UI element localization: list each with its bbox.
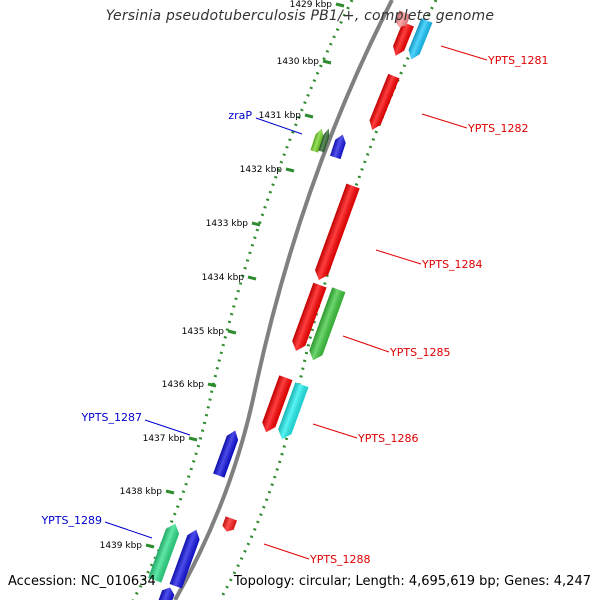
- gene-label[interactable]: YPTS_1286: [357, 432, 419, 445]
- tick-mark: [188, 436, 198, 442]
- gene-label[interactable]: YPTS_1288: [309, 553, 371, 566]
- label-leader-line: [312, 423, 358, 439]
- tick-label: 1434 kbp: [202, 273, 245, 283]
- gene-arrow[interactable]: [221, 516, 238, 533]
- gene-arrow[interactable]: [312, 183, 360, 283]
- tick-label: 1435 kbp: [182, 327, 225, 337]
- gene-arrow[interactable]: [393, 10, 411, 29]
- tick-label: 1438 kbp: [120, 487, 163, 497]
- tick-label: 1431 kbp: [259, 111, 302, 121]
- label-leader-line: [440, 45, 488, 61]
- label-leader-line: [144, 419, 191, 436]
- label-leader-line: [342, 335, 390, 353]
- tick-mark: [165, 489, 175, 495]
- tick-label: 1433 kbp: [206, 219, 249, 229]
- gene-arrow[interactable]: [169, 528, 203, 589]
- tick-mark: [207, 382, 217, 388]
- gene-arrow[interactable]: [148, 521, 182, 583]
- tick-label: 1436 kbp: [162, 380, 205, 390]
- label-leader-line: [263, 543, 310, 560]
- tick-label: 1439 kbp: [100, 541, 143, 551]
- gene-arrow[interactable]: [330, 133, 348, 160]
- tick-label: 1432 kbp: [240, 165, 283, 175]
- tick-mark: [322, 59, 332, 65]
- tick-mark: [247, 275, 257, 281]
- tick-mark: [304, 113, 314, 119]
- gene-arrow[interactable]: [289, 282, 327, 354]
- gene-arrow[interactable]: [367, 73, 400, 132]
- gene-features: [148, 10, 433, 600]
- gene-arrow[interactable]: [318, 128, 331, 153]
- tick-mark: [227, 329, 237, 335]
- label-leader-line: [421, 113, 468, 129]
- gene-arrow[interactable]: [390, 21, 414, 58]
- gene-arrow[interactable]: [307, 287, 346, 362]
- gene-label[interactable]: YPTS_1289: [40, 514, 102, 527]
- tick-label: 1437 kbp: [143, 434, 186, 444]
- tick-label: 1429 kbp: [290, 0, 333, 10]
- gene-label[interactable]: YPTS_1287: [80, 411, 142, 424]
- gene-label[interactable]: YPTS_1285: [389, 346, 451, 359]
- gene-arrow[interactable]: [310, 127, 325, 153]
- tick-mark: [335, 2, 345, 8]
- gene-arrow[interactable]: [157, 585, 176, 600]
- tick-mark: [145, 543, 155, 549]
- label-leader-line: [104, 521, 153, 539]
- gene-arrow[interactable]: [406, 18, 433, 61]
- label-leader-line: [255, 117, 303, 135]
- tick-mark: [285, 167, 295, 173]
- gene-label[interactable]: YPTS_1281: [487, 54, 549, 67]
- gene-label[interactable]: zraP: [228, 109, 252, 122]
- genome-title: Yersinia pseudotuberculosis PB1/+, compl…: [105, 8, 495, 24]
- gene-arrow[interactable]: [260, 375, 293, 434]
- tick-label: 1430 kbp: [277, 57, 320, 67]
- genome-backbone: [173, 0, 394, 600]
- gene-arrow[interactable]: [276, 382, 309, 441]
- genome-summary-text: Topology: circular; Length: 4,695,619 bp…: [233, 574, 591, 589]
- tick-dotted-line: [131, 0, 354, 600]
- gene-labels: YPTS_1281 YPTS_1282 zraP YPTS_1284 YPTS_1285…: [40, 45, 549, 566]
- gene-arrow[interactable]: [213, 428, 241, 478]
- label-leader-line: [375, 249, 422, 265]
- gene-label[interactable]: YPTS_1284: [421, 258, 483, 271]
- gene-label[interactable]: YPTS_1282: [467, 122, 529, 135]
- accession-text: Accession: NC_010634: [8, 574, 156, 589]
- tick-mark: [251, 221, 261, 227]
